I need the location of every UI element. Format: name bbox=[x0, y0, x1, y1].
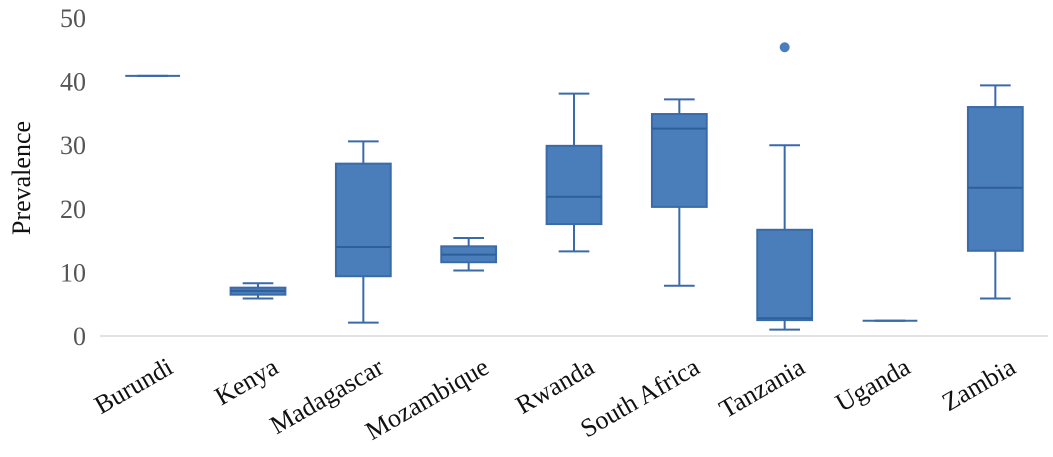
box-kenya bbox=[229, 282, 287, 300]
y-tick-label: 40 bbox=[60, 68, 86, 97]
box-series bbox=[125, 42, 1024, 331]
x-category-label: Burundi bbox=[89, 352, 177, 420]
iqr-box bbox=[966, 106, 1024, 252]
y-axis-title: Prevalence bbox=[7, 121, 36, 235]
iqr-box bbox=[756, 228, 814, 322]
y-axis-ticks: 0 10 20 30 40 50 bbox=[60, 4, 86, 351]
y-tick-label: 10 bbox=[60, 258, 86, 287]
box-south-africa bbox=[650, 98, 708, 287]
x-category-label: South Africa bbox=[575, 352, 704, 443]
y-tick-label: 20 bbox=[60, 195, 86, 224]
box-tanzania bbox=[756, 42, 814, 331]
x-category-label: Tanzania bbox=[714, 352, 810, 424]
x-category-label: Rwanda bbox=[511, 352, 600, 420]
y-tick-label: 50 bbox=[60, 4, 86, 33]
x-category-label: Kenya bbox=[210, 352, 284, 411]
x-category-label: Zambia bbox=[937, 352, 1021, 417]
iqr-box bbox=[545, 144, 603, 226]
iqr-box bbox=[334, 162, 392, 278]
box-madagascar bbox=[334, 140, 392, 324]
outlier-point bbox=[779, 42, 790, 53]
box-mozambique bbox=[440, 237, 498, 272]
box-rwanda bbox=[545, 92, 603, 253]
box-zambia bbox=[966, 84, 1024, 300]
x-category-label: Uganda bbox=[830, 352, 915, 418]
y-tick-label: 30 bbox=[60, 131, 86, 160]
y-tick-label: 0 bbox=[73, 322, 86, 351]
